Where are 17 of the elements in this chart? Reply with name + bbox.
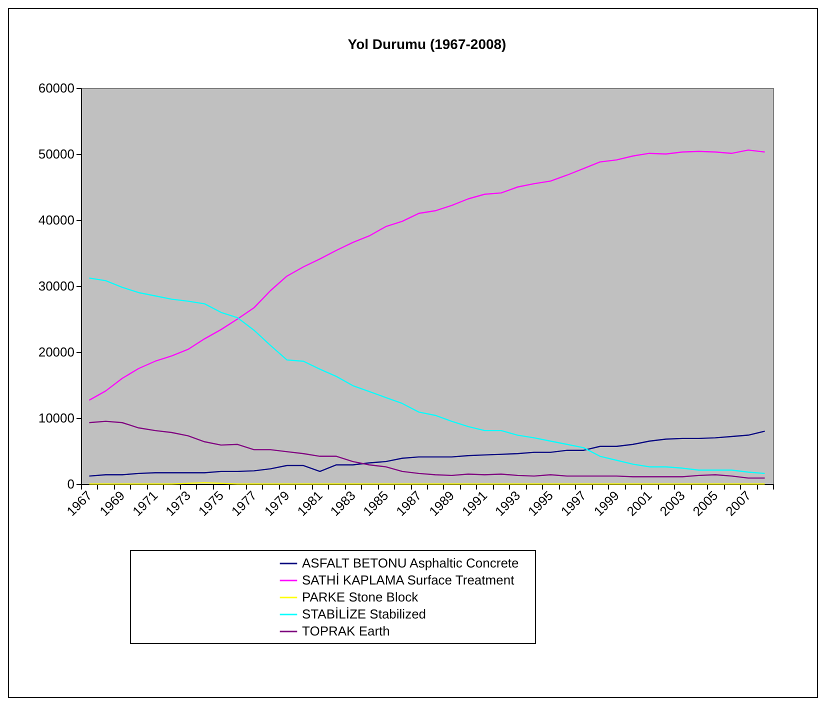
line-series [88,277,766,474]
legend-label: SATHİ KAPLAMA Surface Treatment [302,572,515,588]
legend-label: PARKE Stone Block [302,590,419,604]
y-tick-label: 40000 [38,212,74,228]
chart-title: Yol Durumu (1967-2008) [348,36,506,52]
y-tick-label: 20000 [38,344,74,360]
y-tick-label: 60000 [38,80,74,96]
legend-label: ASFALT BETONU Asphaltic Concrete [302,556,519,570]
line-series [88,149,766,401]
line-series [88,420,766,479]
y-tick-label: 50000 [38,146,74,162]
legend-label: TOPRAK Earth [302,624,390,638]
line-series [88,430,766,477]
legend-label: STABİLİZE Stabilized [302,606,426,622]
y-tick-label: 30000 [38,278,74,294]
y-tick-label: 0 [67,476,74,492]
y-tick-label: 10000 [38,410,74,426]
